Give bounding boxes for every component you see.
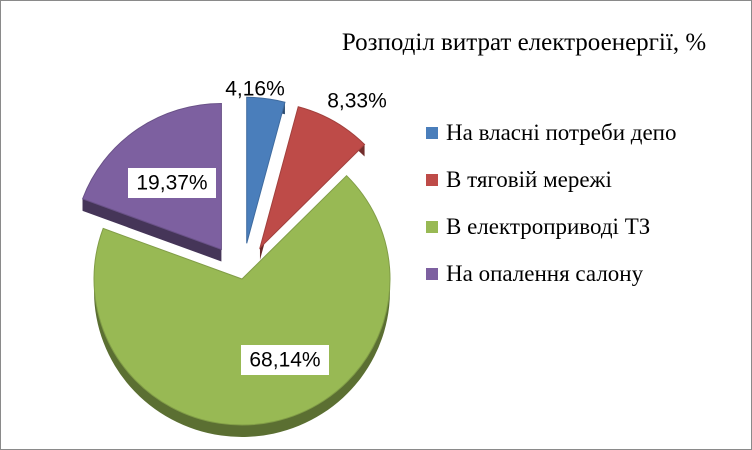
data-label-background — [128, 168, 216, 198]
pie-slice — [259, 106, 366, 250]
legend-swatch — [426, 267, 438, 280]
chart-title: Розподіл витрат електроенергії, % — [341, 29, 707, 56]
pie-slice-wall — [82, 198, 222, 262]
legend-item: На опалення салону — [426, 250, 677, 297]
data-label-background — [241, 345, 329, 375]
legend: На власні потреби депо В тяговій мережі … — [426, 109, 677, 297]
legend-swatch — [426, 126, 438, 139]
legend-item: В електроприводі ТЗ — [426, 203, 677, 250]
data-label: 4,16% — [225, 78, 285, 101]
data-label: 68,14% — [249, 349, 320, 372]
legend-label: На опалення салону — [446, 260, 644, 286]
legend-label: В тяговій мережі — [446, 166, 612, 192]
pie-slice — [246, 96, 286, 244]
legend-item: В тяговій мережі — [426, 156, 677, 203]
legend-swatch — [426, 173, 438, 186]
legend-swatch — [426, 220, 438, 233]
legend-label: На власні потреби депо — [446, 119, 677, 145]
data-label: 8,33% — [327, 90, 387, 113]
legend-item: На власні потреби депо — [426, 109, 677, 156]
legend-label: В електроприводі ТЗ — [446, 213, 651, 239]
data-label: 19,37% — [136, 172, 207, 195]
